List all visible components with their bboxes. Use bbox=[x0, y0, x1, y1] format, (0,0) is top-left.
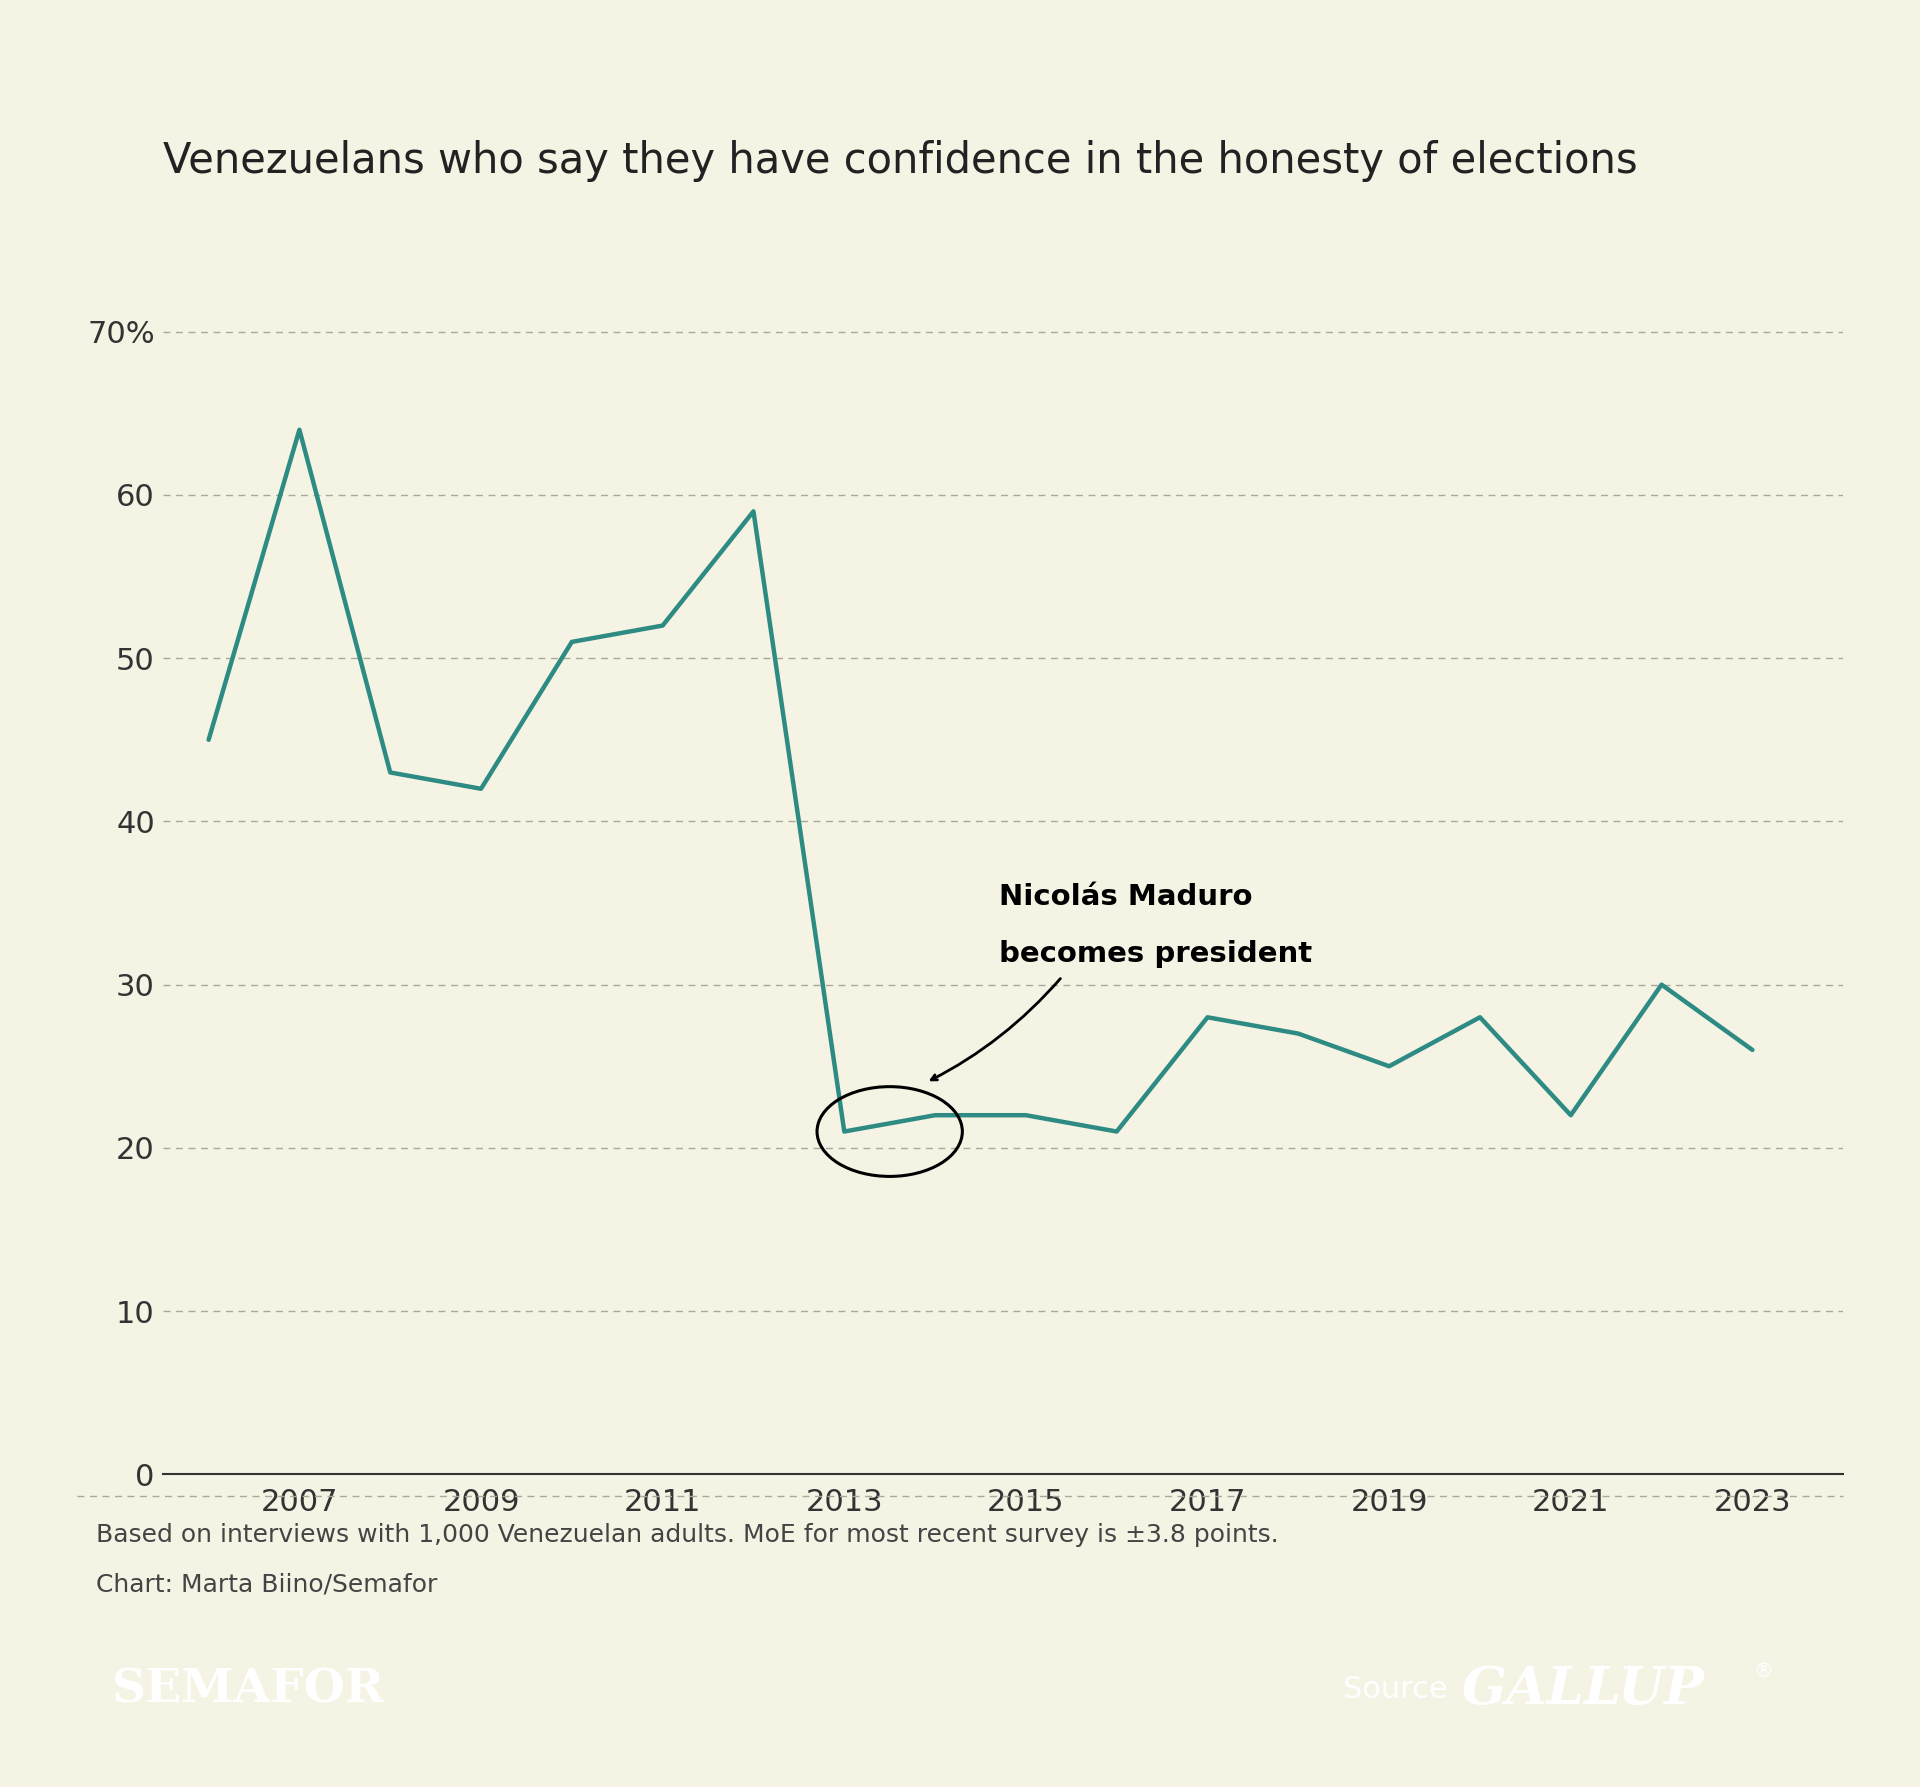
Text: Venezuelans who say they have confidence in the honesty of elections: Venezuelans who say they have confidence… bbox=[163, 139, 1638, 182]
Text: Nicolás Maduro: Nicolás Maduro bbox=[998, 883, 1252, 911]
Text: Source: Source bbox=[1344, 1674, 1448, 1705]
Text: Based on interviews with 1,000 Venezuelan adults. MoE for most recent survey is : Based on interviews with 1,000 Venezuela… bbox=[96, 1523, 1279, 1546]
Text: ®: ® bbox=[1753, 1662, 1772, 1682]
Text: SEMAFOR: SEMAFOR bbox=[111, 1667, 386, 1712]
Text: GALLUP: GALLUP bbox=[1461, 1664, 1705, 1716]
Text: Chart: Marta Biino/Semafor: Chart: Marta Biino/Semafor bbox=[96, 1573, 438, 1596]
Text: becomes president: becomes president bbox=[998, 940, 1311, 969]
